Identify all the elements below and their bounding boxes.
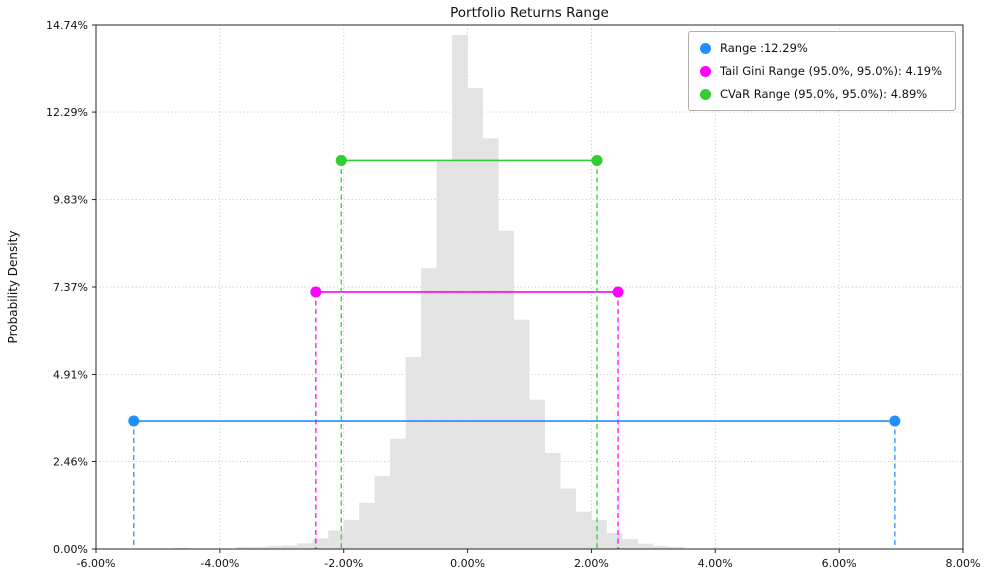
cvar-marker-icon — [700, 88, 712, 100]
histogram-bar — [606, 533, 623, 549]
histogram-bar — [405, 357, 422, 549]
legend-item-range: Range :12.29% — [700, 41, 942, 55]
histogram-bar — [312, 538, 329, 549]
range-endpoint-marker — [310, 286, 322, 298]
y-tick-label: 2.46% — [53, 456, 88, 469]
tail-gini-marker-icon — [700, 65, 712, 77]
histogram-bar — [591, 519, 607, 549]
range-endpoint-marker — [591, 154, 603, 166]
y-tick-label: 0.00% — [53, 543, 88, 556]
histogram-bar — [514, 319, 530, 549]
histogram-bar — [622, 539, 638, 549]
histogram-bar — [560, 488, 576, 549]
range-endpoint-marker — [612, 286, 624, 298]
x-tick-label: -2.00% — [324, 557, 363, 570]
histogram-bar — [343, 519, 360, 549]
x-tick-label: 8.00% — [946, 557, 981, 570]
histogram-bar — [637, 543, 654, 549]
histogram-bar — [483, 138, 499, 549]
range-endpoint-marker — [335, 154, 347, 166]
histogram-bar — [529, 399, 545, 549]
histogram-bar — [250, 546, 267, 549]
histogram-bar — [266, 546, 282, 549]
histogram-bar — [544, 453, 561, 549]
x-tick-label: 2.00% — [574, 557, 609, 570]
histogram-bar — [281, 545, 298, 549]
legend-label-tail-gini: Tail Gini Range (95.0%, 95.0%): 4.19% — [720, 64, 942, 78]
histogram-bar — [467, 87, 484, 549]
range-marker-icon — [700, 42, 712, 54]
y-tick-label: 9.83% — [53, 194, 88, 207]
x-tick-label: 4.00% — [698, 557, 733, 570]
histogram-bar — [653, 546, 669, 549]
x-tick-label: -6.00% — [77, 557, 116, 570]
histogram-bar — [436, 161, 453, 549]
y-tick-label: 12.29% — [46, 106, 88, 119]
y-tick-label: 14.74% — [46, 19, 88, 32]
histogram-bar — [390, 438, 406, 549]
histogram-bar — [498, 230, 515, 549]
x-tick-label: 0.00% — [450, 557, 485, 570]
y-tick-label: 7.37% — [53, 281, 88, 294]
y-tick-label: 4.91% — [53, 368, 88, 381]
legend: Range :12.29% Tail Gini Range (95.0%, 95… — [688, 31, 956, 111]
histogram-bar — [235, 547, 251, 549]
x-tick-label: 6.00% — [822, 557, 857, 570]
histogram-bar — [374, 476, 391, 549]
legend-label-cvar: CVaR Range (95.0%, 95.0%): 4.89% — [720, 87, 928, 101]
y-axis-label: Probability Density — [6, 230, 20, 344]
chart-title: Portfolio Returns Range — [450, 5, 609, 21]
legend-item-tail-gini-range: Tail Gini Range (95.0%, 95.0%): 4.19% — [700, 64, 942, 78]
histogram-bar — [297, 543, 313, 549]
histogram-bar — [668, 546, 685, 549]
legend-label-range: Range :12.29% — [720, 41, 808, 55]
histogram-bar — [421, 268, 437, 549]
histogram-bar — [575, 511, 592, 549]
histogram-bar — [328, 530, 344, 549]
legend-item-cvar-range: CVaR Range (95.0%, 95.0%): 4.89% — [700, 87, 942, 101]
histogram-bar — [359, 502, 375, 549]
range-endpoint-marker — [889, 415, 901, 427]
range-endpoint-marker — [128, 415, 140, 427]
histogram-bar — [173, 547, 189, 549]
x-tick-label: -4.00% — [200, 557, 239, 570]
